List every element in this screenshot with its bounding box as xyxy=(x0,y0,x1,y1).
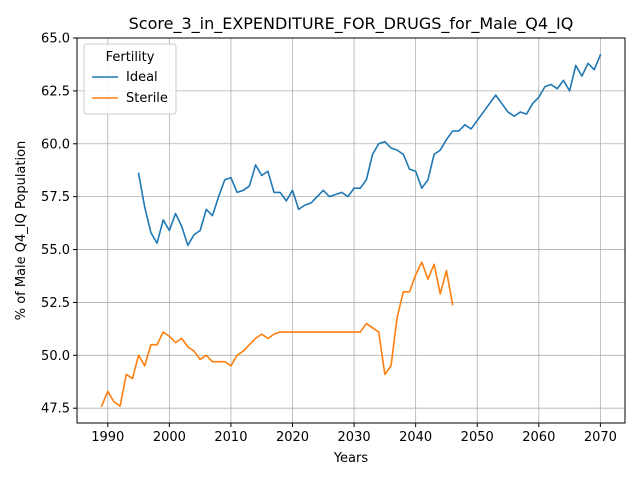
legend-box xyxy=(83,43,177,115)
series-line-ideal xyxy=(137,53,602,247)
y-tick-label: 50.0 xyxy=(41,349,70,364)
legend: Fertility Ideal Sterile xyxy=(83,43,177,115)
x-tick-label: 2030 xyxy=(338,430,371,445)
x-tick-label: 2020 xyxy=(276,430,309,445)
y-tick-label: 57.5 xyxy=(41,190,70,205)
x-tick-label: 2070 xyxy=(584,430,617,445)
legend-label-sterile: Sterile xyxy=(126,91,168,106)
y-tick-label: 62.5 xyxy=(41,84,70,99)
x-tick-label: 2000 xyxy=(153,430,186,445)
y-tick-label: 52.5 xyxy=(41,296,70,311)
x-tick-label: 2060 xyxy=(522,430,555,445)
x-axis-label: Years xyxy=(333,451,369,466)
series-line-sterile xyxy=(100,261,454,408)
legend-title: Fertility xyxy=(106,50,155,65)
y-tick-label: 47.5 xyxy=(41,402,70,417)
y-axis-label: % of Male Q4_IQ Population xyxy=(14,141,29,321)
y-tick-label: 55.0 xyxy=(41,243,70,258)
x-tick-label: 1990 xyxy=(91,430,124,445)
legend-label-ideal: Ideal xyxy=(126,70,158,85)
chart-title: Score_3_in_EXPENDITURE_FOR_DRUGS_for_Mal… xyxy=(129,14,574,34)
x-tick-label: 2040 xyxy=(399,430,432,445)
series-layer xyxy=(100,53,602,408)
y-axis: 47.5 50.0 52.5 55.0 57.5 60.0 62.5 65.0 xyxy=(41,32,77,417)
x-axis: 1990 2000 2010 2020 2030 2040 2050 2060 2070 xyxy=(91,423,617,445)
y-tick-label: 65.0 xyxy=(41,32,70,47)
x-tick-label: 2010 xyxy=(214,430,247,445)
plot-frame xyxy=(76,37,626,424)
y-tick-label: 60.0 xyxy=(41,137,70,152)
x-tick-label: 2050 xyxy=(461,430,494,445)
